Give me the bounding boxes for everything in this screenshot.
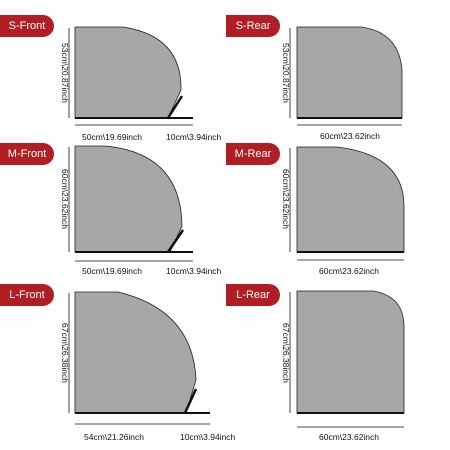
s-front-extension-line <box>166 95 184 119</box>
m-front-ext-label: 10cm\3.94inch <box>166 266 222 276</box>
m-rear-diagram <box>289 146 405 261</box>
m-rear-width-label: 60cm\23.62inch <box>319 266 380 276</box>
s-rear-panel-shape <box>296 26 403 119</box>
m-front-panel-shape <box>74 145 183 253</box>
badge-l-front: L-Front <box>0 284 54 306</box>
s-rear-diagram <box>289 26 403 126</box>
l-rear-diagram <box>289 290 405 428</box>
s-front-height-label: 53cm\20.87inch <box>60 42 70 103</box>
s-front-width-label: 50cm\19.69inch <box>82 132 143 142</box>
badge-m-front: M-Front <box>0 143 54 165</box>
m-front-extension-line <box>166 229 185 253</box>
s-front-panel-shape <box>74 26 182 119</box>
l-front-panel-shape <box>74 291 197 414</box>
l-rear-panel-shape <box>296 290 405 414</box>
badge-s-front: S-Front <box>0 15 54 37</box>
badge-l-rear: L-Rear <box>226 284 280 306</box>
badge-s-rear: S-Rear <box>226 15 280 37</box>
s-front-ext-label: 10cm\3.94inch <box>166 132 222 142</box>
l-front-diagram <box>68 291 210 425</box>
m-front-width-label: 50cm\19.69inch <box>82 266 143 276</box>
s-rear-width-label: 60cm\23.62inch <box>320 131 381 141</box>
l-rear-width-label: 60cm\23.62inch <box>319 432 380 442</box>
s-front-diagram <box>68 26 193 126</box>
badge-m-rear: M-Rear <box>226 143 280 165</box>
m-front-height-label: 60cm\23.62inch <box>60 168 70 229</box>
l-front-ext-label: 10cm\3.94inch <box>180 432 236 442</box>
s-rear-height-label: 53cm\20.87inch <box>281 42 291 103</box>
l-front-height-label: 67cm\26.38inch <box>60 322 70 383</box>
m-rear-height-label: 60cm\23.62inch <box>281 168 291 229</box>
m-front-diagram <box>68 145 193 262</box>
l-front-width-label: 54cm\21.26inch <box>84 432 145 442</box>
l-front-extension-line <box>183 388 198 414</box>
l-rear-height-label: 67cm\26.38inch <box>281 322 291 383</box>
m-rear-panel-shape <box>296 146 405 253</box>
